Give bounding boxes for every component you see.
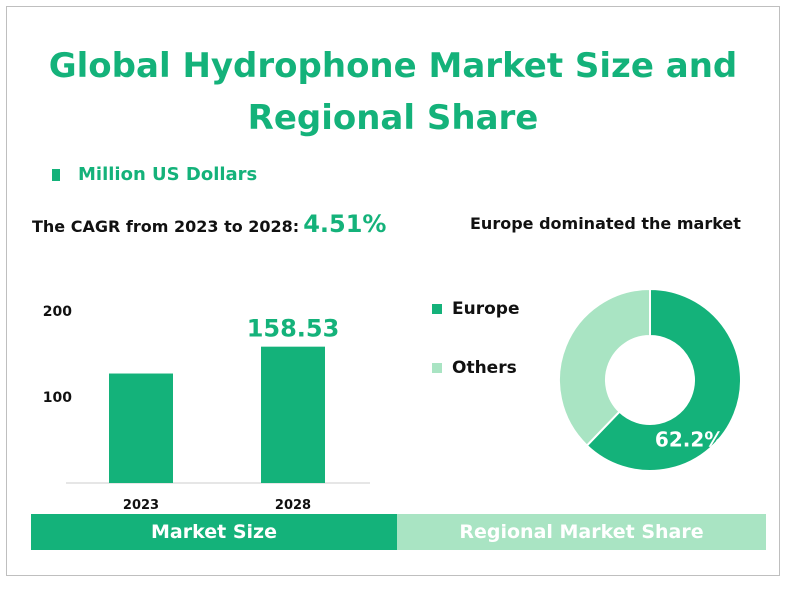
pie-legend-item-others: Others: [432, 358, 517, 378]
page-title: Global Hydrophone Market Size and Region…: [0, 40, 786, 144]
title-line-1: Global Hydrophone Market Size and: [48, 46, 738, 86]
cagr-value: 4.51%: [303, 210, 387, 238]
cagr-line: The CAGR from 2023 to 2028: 4.51%: [32, 210, 386, 238]
y-tick-label-100: 100: [43, 390, 72, 406]
bar-2023: [109, 373, 173, 483]
cagr-label: The CAGR from 2023 to 2028:: [32, 217, 300, 236]
pie-legend-item-europe: Europe: [432, 299, 519, 319]
unit-legend-label: Million US Dollars: [78, 164, 258, 185]
bar-value-label-2028: 158.53: [247, 315, 340, 343]
pie-legend-label-europe: Europe: [452, 299, 520, 319]
pie-legend-label-others: Others: [452, 358, 517, 378]
legend-swatch: [52, 168, 60, 181]
unit-legend: Million US Dollars: [52, 164, 257, 185]
pie-legend-swatch-europe: [432, 304, 442, 314]
donut-value-label-europe: 62.2%: [655, 428, 724, 452]
donut-slice-europe: [585, 287, 742, 472]
donut-slice-others: [558, 287, 651, 447]
x-tick-label-2028: 2028: [275, 498, 311, 513]
pie-heading: Europe dominated the market: [470, 214, 741, 233]
pie-legend-swatch-others: [432, 363, 442, 373]
title-line-2: Regional Share: [247, 98, 539, 138]
bar-2028: [261, 346, 325, 483]
x-tick-label-2023: 2023: [123, 498, 159, 513]
tab-regional-market-share[interactable]: Regional Market Share: [397, 514, 766, 550]
y-tick-label-200: 200: [43, 304, 72, 320]
donut-chart: 62.2%: [558, 287, 742, 472]
bar-chart: 100 200 2023 2028 158.53: [43, 304, 340, 513]
tab-market-size[interactable]: Market Size: [31, 514, 397, 550]
